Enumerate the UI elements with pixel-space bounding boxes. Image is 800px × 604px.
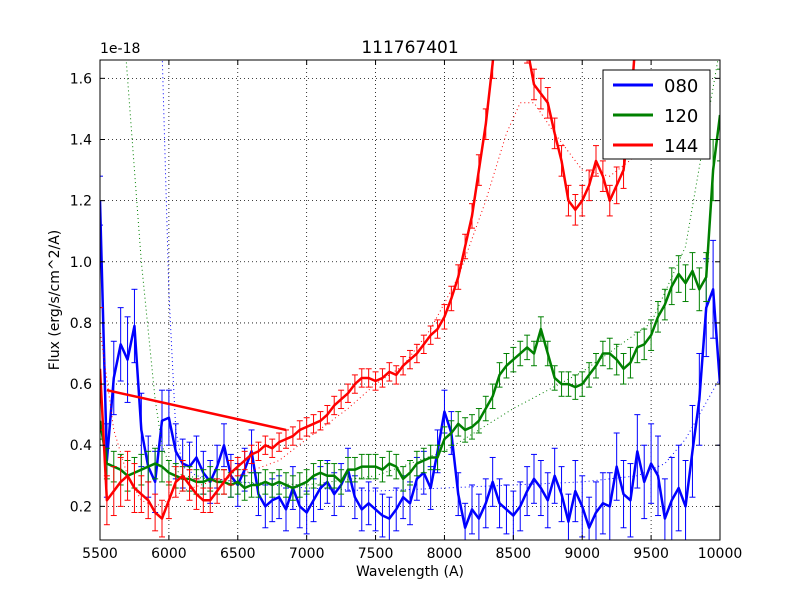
chart-title: 111767401 xyxy=(361,38,458,58)
x-tick-label: 7500 xyxy=(358,546,394,562)
x-tick-label: 8000 xyxy=(427,546,463,562)
legend-label-144: 144 xyxy=(664,136,698,157)
x-tick-label: 10000 xyxy=(698,546,743,562)
y-tick-label: 1.0 xyxy=(70,255,92,271)
y-tick-label: 1.6 xyxy=(70,71,92,87)
y-axis-label: Flux (erg/s/cm^2/A) xyxy=(47,230,63,370)
y-tick-label: 0.4 xyxy=(70,438,92,454)
legend-label-120: 120 xyxy=(664,106,698,127)
plot-frame xyxy=(99,59,721,541)
x-tick-label: 6000 xyxy=(151,546,187,562)
x-tick-label: 7000 xyxy=(289,546,325,562)
legend-label-080: 080 xyxy=(664,76,698,97)
x-tick-label: 6500 xyxy=(220,546,256,562)
y-tick-label: 0.6 xyxy=(70,377,92,393)
x-tick-label: 9500 xyxy=(633,546,669,562)
x-tick-label: 8500 xyxy=(496,546,532,562)
series-line-120 xyxy=(100,114,720,490)
y-tick-label: 1.2 xyxy=(70,194,92,210)
axis-ticks: 5500 6000 6500 7000 7500 8000 8500 9000 9500 1000… xyxy=(70,60,743,562)
y-tick-label: 0.2 xyxy=(70,499,92,515)
x-axis-label: Wavelength (A) xyxy=(356,564,464,580)
x-tick-label: 9000 xyxy=(564,546,600,562)
x-tick-label: 5500 xyxy=(82,546,118,562)
gap-line-144 xyxy=(106,388,287,432)
y-axis-multiplier: 1e-18 xyxy=(100,41,140,57)
y-tick-label: 0.8 xyxy=(70,316,92,332)
series-line-144 xyxy=(100,60,636,520)
y-tick-label: 1.4 xyxy=(70,132,92,148)
data-layer xyxy=(100,60,720,540)
legend: 080 120 144 xyxy=(602,69,711,160)
